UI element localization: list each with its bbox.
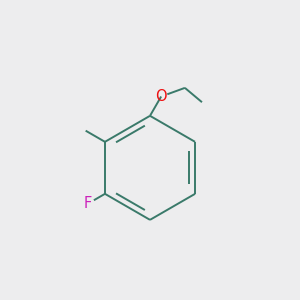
Text: F: F (84, 196, 92, 211)
Text: O: O (155, 89, 167, 104)
